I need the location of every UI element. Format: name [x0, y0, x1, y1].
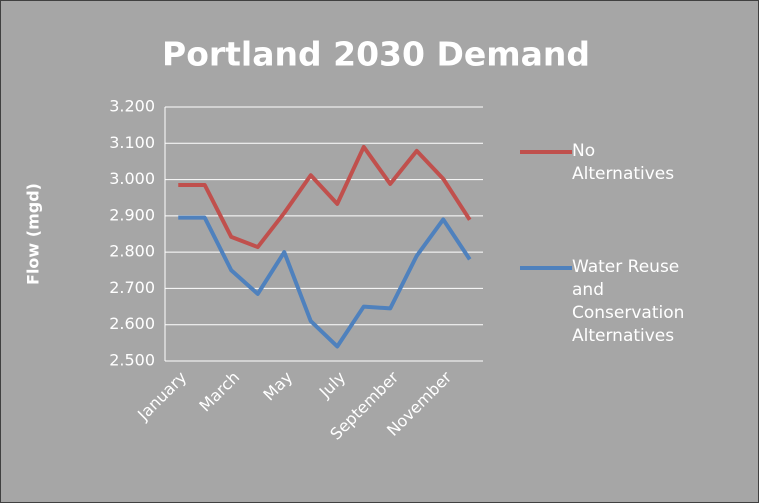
series-line [178, 215, 472, 349]
legend-label: No Alternatives [572, 141, 675, 184]
chart-title: Portland 2030 Demand [162, 35, 590, 74]
y-tick-label: 2.600 [109, 314, 155, 333]
y-tick-label: 2.800 [109, 242, 155, 261]
legend-label: Water Reuse and Conservation Alternative… [572, 257, 685, 346]
y-tick-label: 3.200 [109, 97, 155, 116]
y-tick-label: 2.700 [109, 278, 155, 297]
y-tick-label: 3.100 [109, 133, 155, 152]
y-tick-label: 2.900 [109, 205, 155, 224]
y-axis-label: Flow (mgd) [24, 183, 43, 285]
series-line [178, 144, 472, 250]
y-tick-label: 3.000 [109, 169, 155, 188]
y-tick-label: 2.500 [109, 351, 155, 370]
